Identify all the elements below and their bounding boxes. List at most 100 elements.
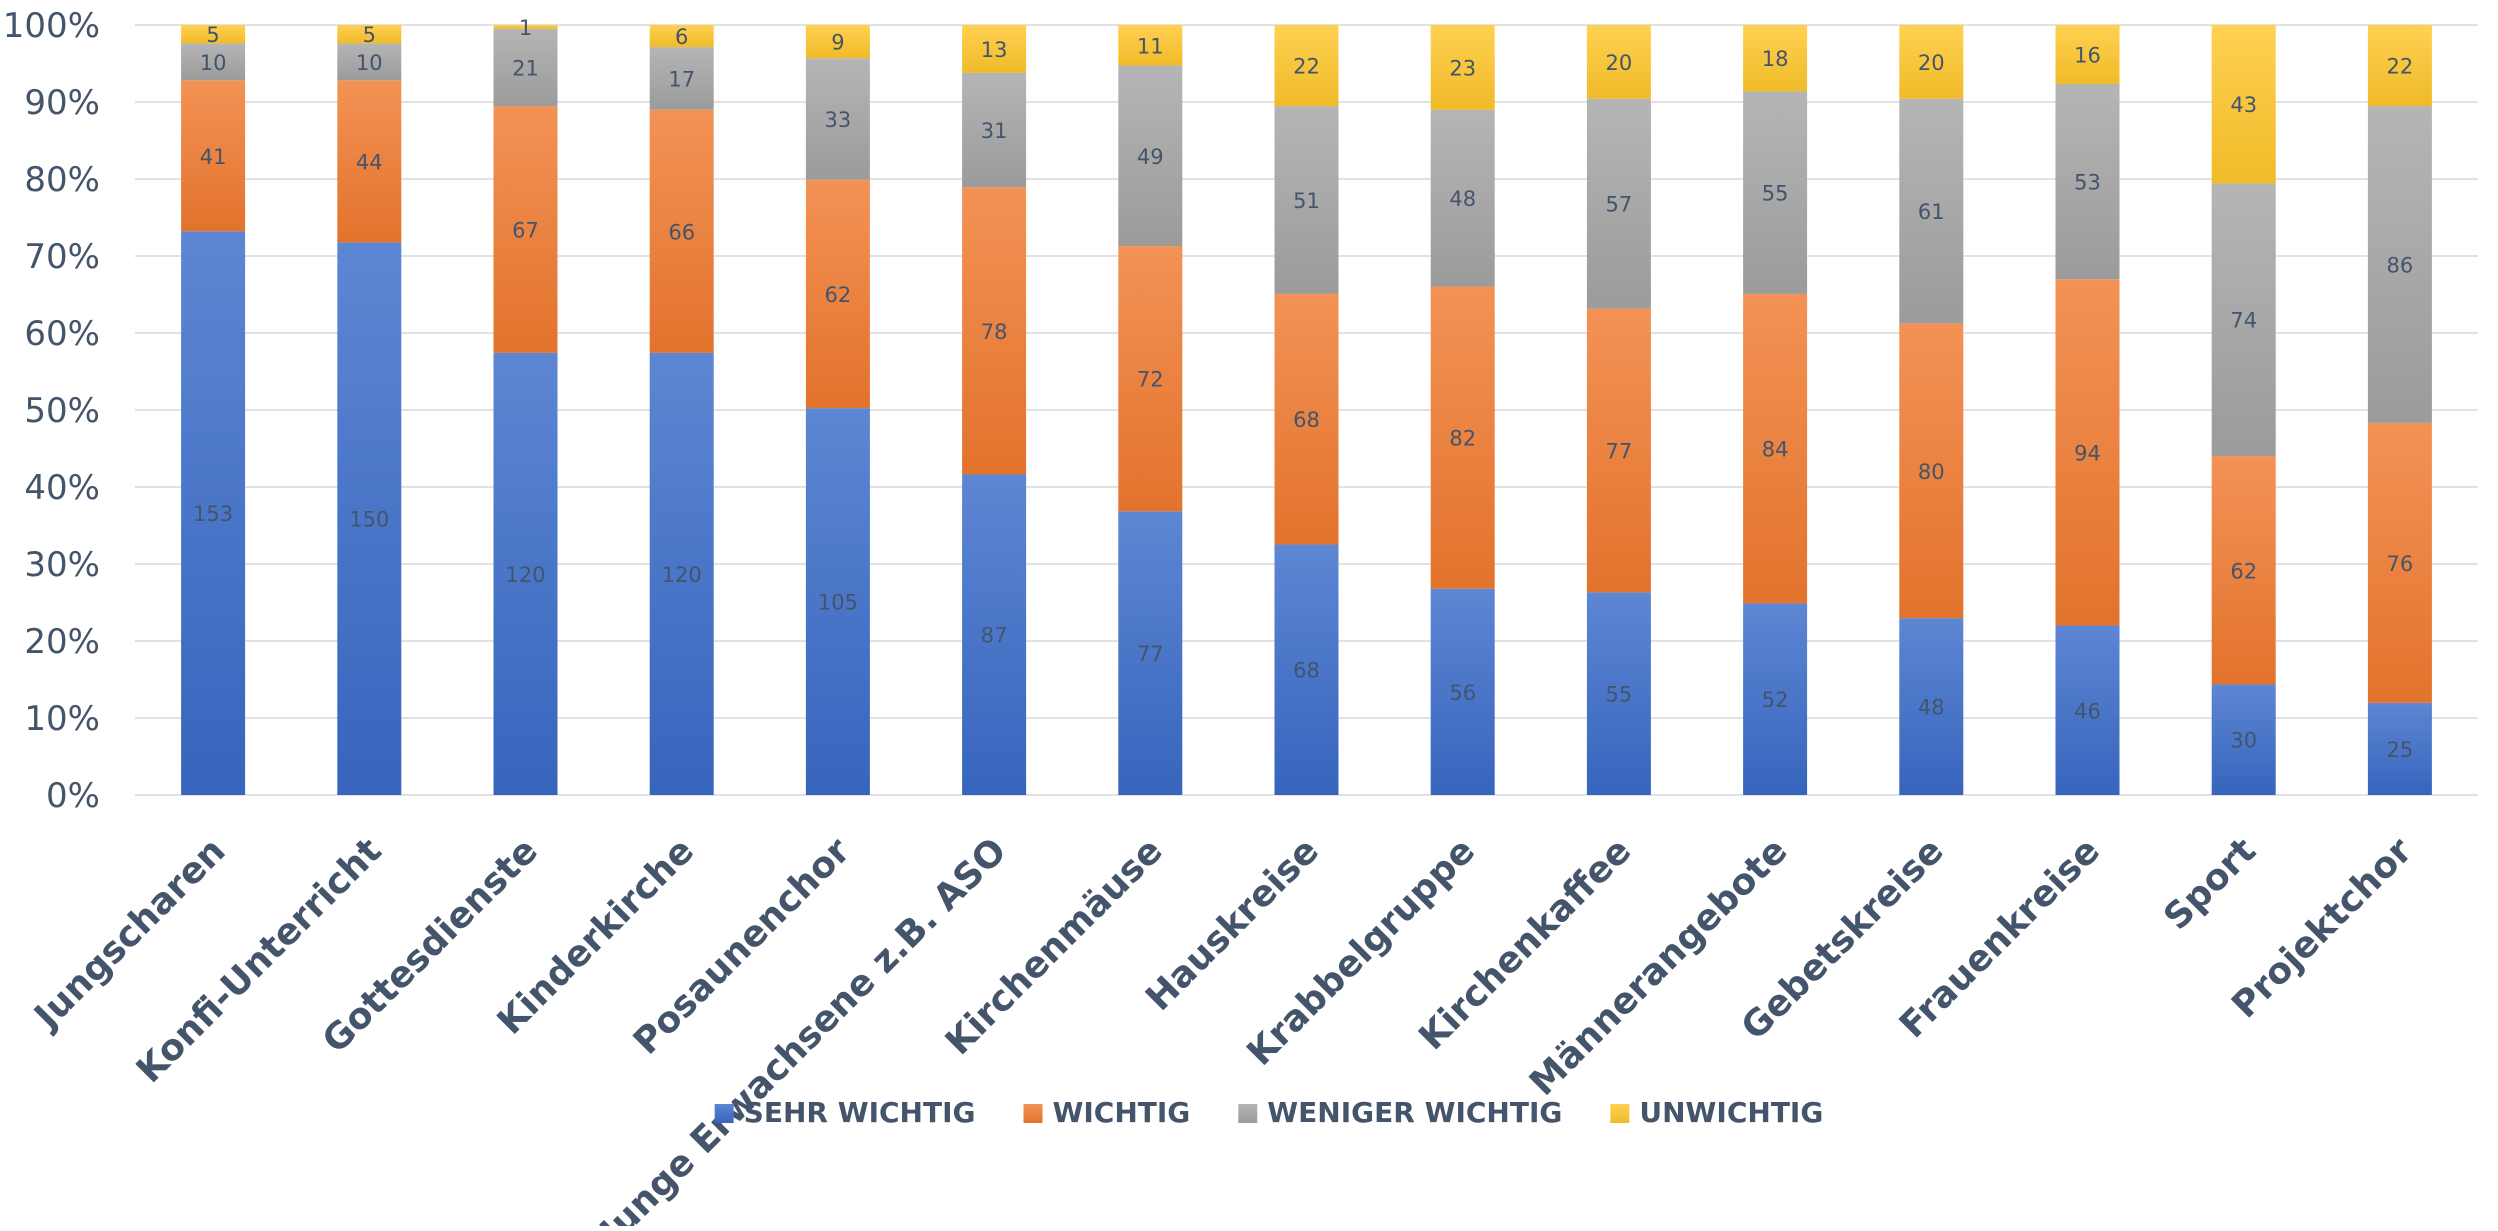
data-label: 120 [505, 563, 545, 587]
data-label: 82 [1449, 427, 1476, 451]
bar-kinderkirche-wichtig [649, 109, 714, 353]
data-label: 18 [1762, 47, 1789, 71]
y-tick-label: 70% [24, 237, 100, 277]
legend-label: WENIGER WICHTIG [1267, 1096, 1562, 1129]
y-tick-label: 100% [3, 6, 100, 46]
bar-krabbelgruppe-weniger-wichtig [1430, 109, 1495, 287]
bar-kirchenkaffee-sehr-wichtig [1586, 592, 1651, 795]
bar-frauenkreise-unwichtig [2055, 25, 2120, 84]
bar-junge-erwachsene-z-b-aso-weniger-wichtig [962, 72, 1027, 188]
y-axis: 0% 10% 20% 30% 40% 50% 60% 70% 80% 90% 100% [3, 6, 100, 816]
data-label: 31 [981, 119, 1008, 143]
bar-kinderkirche-sehr-wichtig [649, 352, 714, 795]
data-label: 55 [1762, 182, 1789, 206]
bar-projektchor-unwichtig [2367, 25, 2432, 107]
bar-konfi-unterricht-sehr-wichtig [337, 242, 402, 796]
data-label: 33 [825, 108, 852, 132]
bar-mannerangebote-unwichtig [1743, 25, 1808, 92]
bar-jungscharen-sehr-wichtig [181, 231, 246, 795]
bar-jungscharen-wichtig [181, 80, 246, 232]
bar-sport-unwichtig [2211, 25, 2276, 184]
bar-frauenkreise-wichtig [2055, 279, 2120, 626]
data-label: 74 [2230, 309, 2257, 333]
bar-konfi-unterricht-weniger-wichtig [337, 43, 402, 81]
bar-krabbelgruppe-wichtig [1430, 286, 1495, 589]
data-label: 68 [1293, 659, 1320, 683]
data-label: 56 [1449, 681, 1476, 705]
data-label: 43 [2230, 93, 2257, 117]
data-label: 5 [206, 23, 219, 47]
data-label: 66 [668, 220, 695, 244]
bar-sport-wichtig [2211, 456, 2276, 685]
data-label: 72 [1137, 368, 1164, 392]
data-label: 87 [981, 624, 1008, 648]
legend-label: WICHTIG [1052, 1096, 1190, 1129]
data-label: 6 [675, 25, 688, 49]
bar-frauenkreise-weniger-wichtig [2055, 83, 2120, 280]
bar-projektchor-sehr-wichtig [2367, 702, 2432, 795]
data-label: 23 [1449, 56, 1476, 80]
data-label: 62 [825, 283, 852, 307]
bar-mannerangebote-wichtig [1743, 293, 1808, 604]
y-tick-label: 30% [24, 545, 100, 585]
bar-gottesdienste-sehr-wichtig [493, 352, 558, 795]
bar-gebetskreise-sehr-wichtig [1899, 618, 1964, 795]
data-label: 22 [1293, 55, 1320, 79]
bar-hauskreise-sehr-wichtig [1274, 544, 1339, 795]
legend-label: UNWICHTIG [1639, 1096, 1823, 1129]
data-label: 57 [1606, 193, 1633, 217]
bar-gebetskreise-wichtig [1899, 323, 1964, 619]
bar-posaunenchor-unwichtig [805, 25, 870, 59]
data-label: 11 [1137, 34, 1164, 58]
data-label: 30 [2230, 729, 2257, 753]
data-label: 44 [356, 150, 383, 174]
data-label: 62 [2230, 559, 2257, 583]
legend-swatch [1238, 1104, 1258, 1123]
bar-sport-weniger-wichtig [2211, 183, 2276, 457]
y-tick-label: 90% [24, 83, 100, 123]
bar-kinderkirche-weniger-wichtig [649, 47, 714, 110]
bar-gottesdienste-wichtig [493, 106, 558, 353]
bar-junge-erwachsene-z-b-aso-unwichtig [962, 25, 1027, 73]
bar-frauenkreise-sehr-wichtig [2055, 625, 2120, 795]
bar-sport-sehr-wichtig [2211, 684, 2276, 795]
data-label: 150 [349, 508, 389, 532]
bar-kirchenmause-sehr-wichtig [1118, 511, 1183, 795]
label-layer: 1534110515044105120672111206617610562339… [193, 16, 2413, 762]
bar-projektchor-wichtig [2367, 422, 2432, 703]
data-label: 48 [1449, 187, 1476, 211]
y-tick-label: 60% [24, 314, 100, 354]
data-label: 86 [2387, 253, 2414, 277]
legend-swatch [1023, 1104, 1043, 1123]
legend-swatch [1610, 1104, 1630, 1123]
legend-swatch [714, 1104, 734, 1123]
legend: SEHR WICHTIG WICHTIG WENIGER WICHTIG UNWICH… [714, 1096, 1823, 1129]
bar-jungscharen-unwichtig [181, 25, 246, 44]
data-label: 5 [363, 23, 376, 47]
bar-gebetskreise-weniger-wichtig [1899, 98, 1964, 324]
data-label: 1 [519, 16, 532, 40]
y-tick-label: 40% [24, 468, 100, 508]
bar-kirchenmause-unwichtig [1118, 25, 1183, 66]
data-label: 77 [1137, 642, 1164, 666]
bar-junge-erwachsene-z-b-aso-sehr-wichtig [962, 474, 1027, 795]
bar-kinderkirche-unwichtig [649, 25, 714, 48]
data-label: 120 [662, 563, 702, 587]
bar-gottesdienste-weniger-wichtig [493, 28, 558, 107]
bar-hauskreise-weniger-wichtig [1274, 106, 1339, 294]
data-label: 25 [2387, 738, 2414, 762]
bar-posaunenchor-weniger-wichtig [805, 58, 870, 180]
bar-mannerangebote-sehr-wichtig [1743, 603, 1808, 795]
legend-label: SEHR WICHTIG [744, 1096, 976, 1129]
data-label: 48 [1918, 696, 1945, 720]
y-tick-label: 10% [24, 699, 100, 739]
data-label: 76 [2387, 552, 2414, 576]
y-tick-label: 80% [24, 160, 100, 200]
bar-gebetskreise-unwichtig [1899, 25, 1964, 99]
data-label: 22 [2387, 55, 2414, 79]
bar-posaunenchor-sehr-wichtig [805, 408, 870, 795]
bar-gottesdienste-unwichtig [493, 25, 558, 29]
bar-krabbelgruppe-sehr-wichtig [1430, 588, 1495, 795]
data-label: 78 [981, 320, 1008, 344]
